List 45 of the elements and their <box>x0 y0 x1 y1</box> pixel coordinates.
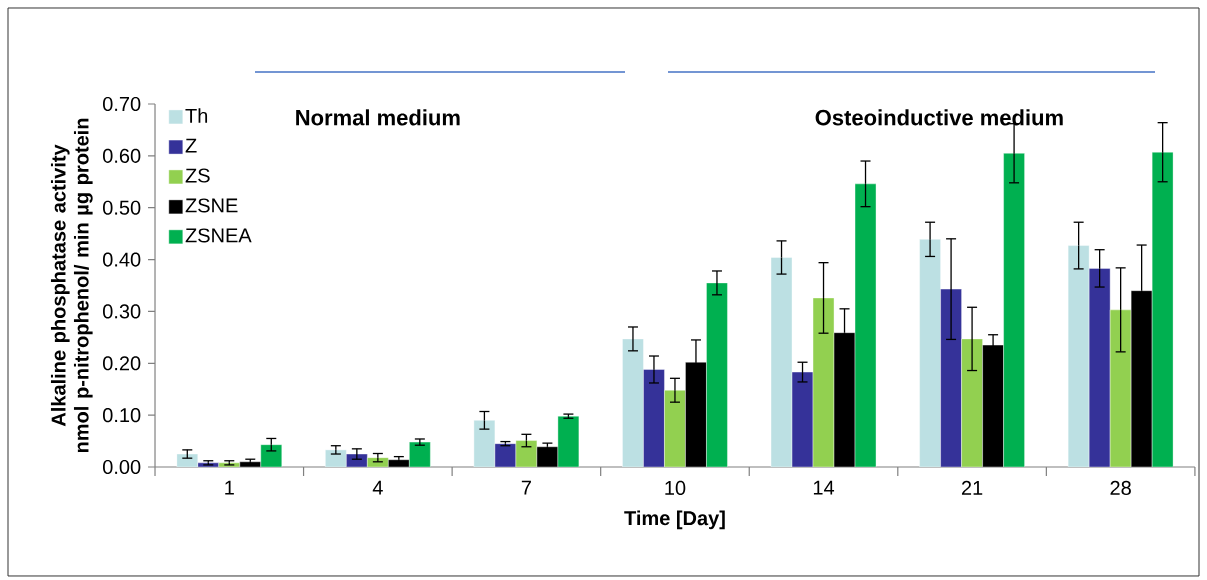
bar <box>791 371 814 467</box>
bar <box>1109 309 1132 467</box>
bar <box>664 390 686 467</box>
bar <box>536 446 559 467</box>
x-tick-label: 21 <box>961 480 983 495</box>
legend-label: ZS <box>185 168 210 183</box>
y-tick-label: 0.40 <box>103 252 141 267</box>
x-axis-title: Time [Day] <box>624 510 725 530</box>
y-axis-title: Alkaline phosphatase activity nmol p-nitrophenol/ min µg protein <box>50 118 93 453</box>
x-tick-label: 7 <box>521 480 531 495</box>
x-tick-label: 14 <box>813 480 835 495</box>
y-tick-label: 0.30 <box>103 304 141 319</box>
bar <box>770 257 793 467</box>
bar <box>685 362 707 467</box>
legend-label: Z <box>185 138 197 153</box>
bar <box>982 344 1004 467</box>
y-tick-label: 0.60 <box>103 148 141 163</box>
bar <box>1088 268 1111 467</box>
annotation: Osteoinductive medium <box>815 109 1063 126</box>
y-tick-label: 0.50 <box>103 200 141 215</box>
x-tick-label: 1 <box>225 480 234 495</box>
bar <box>1130 290 1153 467</box>
bar <box>919 239 941 467</box>
bar <box>940 288 962 467</box>
x-tick-label: 28 <box>1110 480 1131 496</box>
bar <box>1067 245 1090 467</box>
bar <box>961 338 983 467</box>
bar <box>622 338 644 467</box>
legend-label: ZSNE <box>185 198 238 213</box>
y-tick-label: 0.10 <box>103 408 141 423</box>
legend-label: ZSNEA <box>185 228 252 243</box>
annotation: Normal medium <box>296 109 460 126</box>
legend-label: Th <box>185 108 208 123</box>
y-tick-label: 0.70 <box>103 96 141 112</box>
y-tick-label: 0.20 <box>103 356 141 371</box>
x-tick-label: 10 <box>665 480 686 496</box>
bar <box>515 440 538 467</box>
bar <box>494 443 517 467</box>
bar <box>325 449 347 467</box>
bar <box>643 369 665 467</box>
x-tick-label: 4 <box>372 480 383 495</box>
bar <box>833 332 856 467</box>
bar <box>473 420 496 467</box>
y-tick-label: 0.00 <box>103 459 141 475</box>
bar <box>812 297 835 467</box>
